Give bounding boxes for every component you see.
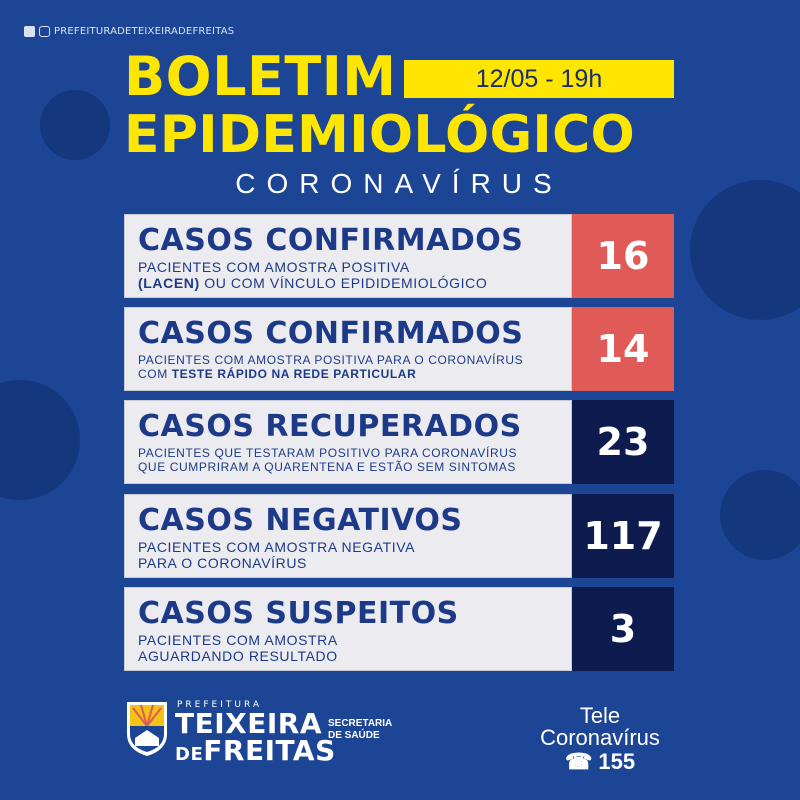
stat-desc-pre: COM — [138, 367, 172, 381]
facebook-icon — [24, 26, 35, 37]
phone-icon: ☎ — [564, 749, 593, 774]
logo-prefeitura: PREFEITURA — [177, 700, 263, 710]
social-handle-text: PREFEITURADETEIXEIRADEFREITAS — [54, 26, 235, 37]
background-virus-decoration — [0, 380, 80, 500]
tele-coronavirus: Tele Coronavírus ☎ 155 — [520, 705, 680, 773]
tele-number: 155 — [598, 749, 636, 774]
stat-desc-line1: PACIENTES COM AMOSTRA POSITIVA PARA O CO… — [138, 353, 524, 367]
stat-description: PACIENTES COM AMOSTRA NEGATIVA PARA O CO… — [138, 539, 571, 571]
stat-panel: CASOS NEGATIVOS PACIENTES COM AMOSTRA NE… — [124, 494, 572, 578]
stat-row-negative: CASOS NEGATIVOS PACIENTES COM AMOSTRA NE… — [124, 494, 674, 578]
stat-desc-rest: OU COM VÍNCULO EPIDIDEMIOLÓGICO — [199, 275, 488, 291]
prefeitura-logo: PREFEITURA TEIXEIRA DEFREITAS — [125, 700, 336, 768]
stat-desc-line1: PACIENTES COM AMOSTRA POSITIVA — [138, 259, 410, 275]
stat-desc-line2: QUE CUMPRIRAM A QUARENTENA E ESTÃO SEM S… — [138, 460, 517, 474]
stat-title: CASOS CONFIRMADOS — [138, 316, 524, 351]
tele-line2: Coronavírus — [540, 725, 660, 750]
logo-city-de: DE — [175, 744, 204, 765]
stat-panel: CASOS SUSPEITOS PACIENTES COM AMOSTRA AG… — [124, 587, 572, 671]
stat-row-confirmed-rapid: CASOS CONFIRMADOS PACIENTES COM AMOSTRA … — [124, 307, 674, 391]
tele-line1: Tele — [579, 703, 621, 728]
stat-title: CASOS SUSPEITOS — [138, 596, 459, 631]
stat-description: PACIENTES COM AMOSTRA AGUARDANDO RESULTA… — [138, 632, 571, 664]
stat-description: PACIENTES COM AMOSTRA POSITIVA (LACEN) O… — [138, 259, 571, 291]
date-badge: 12/05 - 19h — [404, 60, 674, 98]
stat-value: 16 — [572, 214, 674, 298]
stat-desc-bold: (LACEN) — [138, 275, 200, 291]
stat-description: PACIENTES QUE TESTARAM POSITIVO PARA COR… — [138, 446, 571, 474]
stat-title: CASOS NEGATIVOS — [138, 503, 463, 538]
stat-value: 117 — [572, 494, 674, 578]
secretaria-line2: DE SAÚDE — [328, 730, 380, 741]
tele-number-row: ☎ 155 — [520, 751, 680, 773]
background-virus-decoration — [40, 90, 110, 160]
stat-panel: CASOS CONFIRMADOS PACIENTES COM AMOSTRA … — [124, 307, 572, 391]
social-handle: PREFEITURADETEIXEIRADEFREITAS — [24, 26, 234, 37]
stat-desc-line1: PACIENTES QUE TESTARAM POSITIVO PARA COR… — [138, 446, 518, 460]
title-line1: BOLETIM — [124, 45, 397, 108]
stat-panel: CASOS RECUPERADOS PACIENTES QUE TESTARAM… — [124, 400, 572, 484]
stat-desc-bold: TESTE RÁPIDO NA REDE PARTICULAR — [171, 367, 417, 381]
logo-city-line1: TEIXEIRA — [175, 707, 323, 740]
secretaria-line1: SECRETARIA — [328, 718, 393, 729]
stat-desc-line1: PACIENTES COM AMOSTRA NEGATIVA — [138, 539, 416, 555]
stat-row-recovered: CASOS RECUPERADOS PACIENTES QUE TESTARAM… — [124, 400, 674, 484]
logo-city-name: FREITAS — [203, 734, 336, 767]
stat-value: 3 — [572, 587, 674, 671]
logo-text: PREFEITURA TEIXEIRA DEFREITAS — [175, 700, 336, 768]
background-virus-decoration — [720, 470, 800, 560]
stat-panel: CASOS CONFIRMADOS PACIENTES COM AMOSTRA … — [124, 214, 572, 298]
stat-desc-line1: PACIENTES COM AMOSTRA — [138, 632, 338, 648]
background-virus-decoration — [690, 180, 800, 320]
secretaria-label: SECRETARIA DE SAÚDE — [328, 718, 392, 742]
stat-title: CASOS RECUPERADOS — [138, 409, 522, 444]
stat-value: 23 — [572, 400, 674, 484]
subtitle: CORONAVÍRUS — [235, 168, 563, 199]
coat-of-arms-icon — [125, 700, 169, 758]
stat-desc-line2: PARA O CORONAVÍRUS — [138, 555, 307, 571]
logo-city-line2: DEFREITAS — [175, 737, 336, 768]
stat-row-suspected: CASOS SUSPEITOS PACIENTES COM AMOSTRA AG… — [124, 587, 674, 671]
stat-row-confirmed-lacen: CASOS CONFIRMADOS PACIENTES COM AMOSTRA … — [124, 214, 674, 298]
title-line2: EPIDEMIOLÓGICO — [124, 105, 636, 165]
stat-title: CASOS CONFIRMADOS — [138, 223, 524, 258]
stat-desc-line2: AGUARDANDO RESULTADO — [138, 648, 338, 664]
stat-description: PACIENTES COM AMOSTRA POSITIVA PARA O CO… — [138, 353, 571, 381]
stat-value: 14 — [572, 307, 674, 391]
instagram-icon — [39, 26, 50, 37]
